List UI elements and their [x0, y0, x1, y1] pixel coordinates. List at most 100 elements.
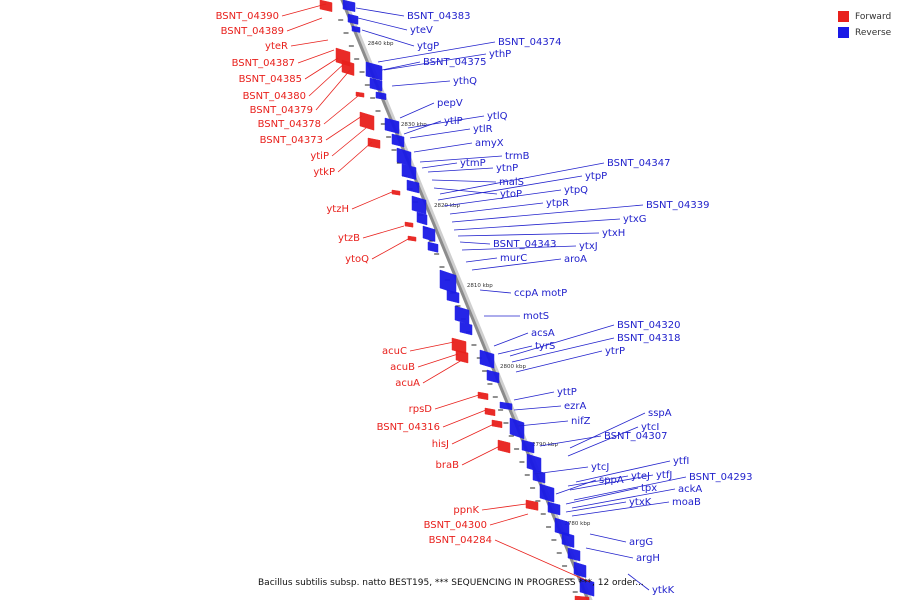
legend: Forward Reverse [838, 9, 898, 41]
reverse-gene-label: tyrS [535, 341, 555, 352]
leader-line [571, 501, 670, 517]
leader-line [457, 232, 600, 237]
leader-line [422, 359, 463, 384]
reverse-gene-label: ytmP [460, 158, 486, 169]
leader-line [465, 257, 498, 263]
leader-line [575, 460, 671, 483]
forward-gene-label: BSNT_04380 [243, 91, 306, 102]
reverse-swatch [838, 27, 849, 38]
kbp-tick-label: 2830 kbp [401, 122, 427, 128]
kbp-tick-label: 2800 kbp [500, 364, 526, 370]
leader-line [515, 350, 603, 373]
leader-line [377, 41, 496, 63]
reverse-gene-label: ytrP [605, 346, 625, 357]
leader-line [513, 391, 555, 401]
leader-line [407, 115, 485, 129]
forward-gene-block [455, 349, 469, 364]
reverse-gene-label: BSNT_04347 [607, 158, 670, 169]
reverse-gene-label: malS [499, 177, 524, 188]
kbp-tick-label: 2810 kbp [467, 283, 493, 289]
forward-gene-block [574, 595, 590, 600]
reverse-gene-block [454, 305, 470, 325]
reverse-gene-label: sppA [599, 475, 624, 486]
leader-line [461, 245, 577, 251]
reverse-gene-label: aroA [564, 254, 587, 265]
leader-line [489, 513, 529, 526]
leader-line [331, 127, 367, 157]
leader-line [399, 102, 435, 119]
kbp-tick-label: 2780 kbp [564, 521, 590, 527]
leader-line [361, 29, 415, 47]
reverse-gene-label: ytlR [473, 124, 493, 135]
leader-line [355, 7, 405, 17]
reverse-gene-label: ytxH [602, 228, 625, 239]
reverse-gene-block [391, 133, 405, 148]
leader-line [567, 475, 629, 487]
leader-line [585, 547, 634, 559]
leader-line [323, 95, 359, 125]
leader-line [481, 503, 527, 511]
leader-line [409, 128, 471, 139]
reverse-gene-label: ythP [489, 49, 511, 60]
reverse-gene-block [561, 531, 575, 548]
reverse-gene-label: motS [523, 311, 549, 322]
reverse-gene-block [375, 91, 387, 101]
reverse-gene-label: trmB [505, 151, 530, 162]
reverse-gene-label: ytlP [444, 116, 463, 127]
reverse-gene-label: ytfJ [656, 470, 672, 481]
reverse-gene-block [369, 77, 383, 92]
forward-gene-label: BSNT_04378 [258, 119, 321, 130]
leader-line [308, 61, 347, 97]
leader-line [565, 487, 639, 505]
reverse-gene-label: pepV [437, 98, 463, 109]
reverse-gene-block [499, 401, 513, 411]
reverse-gene-block [547, 501, 561, 516]
forward-gene-block [477, 391, 489, 401]
reverse-gene-label: amyX [475, 138, 504, 149]
kbp-tick-label: 2840 kbp [368, 41, 394, 47]
reverse-gene-label: ackA [678, 484, 702, 495]
leader-line [513, 405, 562, 411]
reverse-gene-label: murC [500, 253, 527, 264]
reverse-gene-label: ytxJ [579, 241, 598, 252]
reverse-gene-label: ytpQ [564, 185, 588, 196]
leader-line [417, 353, 459, 368]
forward-gene-block [491, 419, 503, 429]
forward-gene-label: BSNT_04373 [260, 135, 323, 146]
reverse-gene-block [479, 349, 495, 369]
leader-line [573, 476, 687, 501]
forward-gene-label: BSNT_04284 [429, 535, 492, 546]
reverse-gene-label: nifZ [571, 416, 591, 427]
reverse-gene-block [573, 561, 587, 578]
reverse-gene-block [526, 453, 542, 473]
forward-gene-block [404, 221, 414, 228]
leader-line [421, 162, 458, 169]
leader-line [569, 412, 646, 449]
leader-line [571, 488, 676, 509]
leader-line [434, 393, 483, 410]
reverse-gene-label: ytxK [629, 497, 652, 508]
reverse-gene-block [342, 0, 356, 13]
reverse-gene-block [579, 577, 595, 597]
leader-line [431, 179, 497, 183]
leader-line [442, 409, 487, 428]
reverse-gene-block [539, 483, 555, 503]
forward-gene-label: rpsD [409, 404, 433, 415]
leader-line [497, 345, 533, 355]
leader-line [337, 141, 373, 173]
leader-line [459, 241, 491, 245]
forward-gene-block [525, 499, 539, 511]
leader-line [433, 187, 498, 195]
forward-gene-label: BSNT_04316 [377, 422, 440, 433]
leader-line [297, 49, 335, 64]
forward-gene-label: acuA [395, 378, 420, 389]
forward-gene-label: BSNT_04385 [239, 74, 302, 85]
reverse-gene-block [567, 547, 581, 562]
forward-gene-block [484, 407, 496, 417]
reverse-gene-label: argH [636, 553, 660, 564]
forward-gene-label: BSNT_04300 [424, 520, 487, 531]
reverse-gene-block [416, 211, 428, 226]
reverse-gene-block [365, 61, 383, 81]
forward-gene-label: BSNT_04387 [232, 58, 295, 69]
